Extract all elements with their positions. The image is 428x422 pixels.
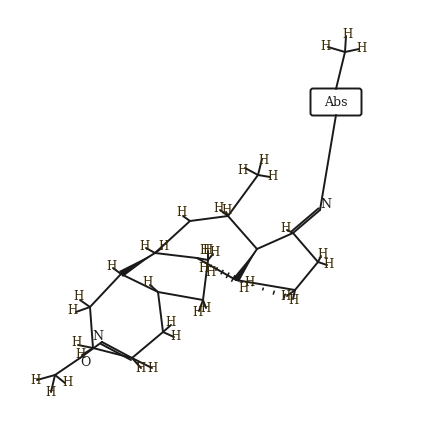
Text: Abs: Abs bbox=[324, 95, 348, 108]
Text: H: H bbox=[356, 43, 366, 56]
Text: H: H bbox=[139, 240, 149, 252]
Text: H: H bbox=[280, 222, 290, 235]
Text: H: H bbox=[267, 170, 277, 184]
Text: H: H bbox=[323, 259, 333, 271]
Text: H: H bbox=[209, 246, 219, 260]
Text: H: H bbox=[288, 293, 298, 306]
Text: H: H bbox=[170, 330, 180, 344]
Text: H: H bbox=[258, 154, 268, 168]
Text: H: H bbox=[198, 262, 208, 274]
Text: N: N bbox=[321, 198, 332, 211]
Text: O: O bbox=[80, 355, 90, 368]
Text: H: H bbox=[320, 41, 330, 54]
Text: H: H bbox=[30, 373, 40, 387]
Text: H: H bbox=[62, 376, 72, 390]
Text: H: H bbox=[342, 29, 352, 41]
Text: N: N bbox=[92, 330, 104, 343]
Polygon shape bbox=[233, 249, 257, 282]
Text: H: H bbox=[142, 276, 152, 289]
Text: H: H bbox=[317, 247, 327, 260]
Text: H: H bbox=[158, 240, 168, 252]
Text: H: H bbox=[106, 260, 116, 273]
Text: H: H bbox=[176, 206, 186, 219]
Text: H: H bbox=[73, 290, 83, 303]
Text: H: H bbox=[71, 336, 81, 349]
Text: H: H bbox=[200, 301, 210, 314]
Text: H: H bbox=[205, 265, 215, 279]
Text: H: H bbox=[202, 243, 212, 257]
Text: H: H bbox=[221, 203, 231, 216]
Text: H: H bbox=[147, 362, 157, 376]
Text: H: H bbox=[45, 387, 55, 400]
Text: H: H bbox=[199, 244, 209, 257]
Text: H: H bbox=[238, 281, 248, 295]
Text: H: H bbox=[237, 165, 247, 178]
FancyBboxPatch shape bbox=[310, 89, 362, 116]
Text: H: H bbox=[280, 289, 290, 303]
Text: H: H bbox=[244, 276, 254, 289]
Text: H: H bbox=[192, 306, 202, 319]
Polygon shape bbox=[119, 253, 155, 277]
Text: H: H bbox=[67, 303, 77, 316]
Text: H: H bbox=[135, 362, 145, 376]
Text: H: H bbox=[165, 316, 175, 330]
Text: H: H bbox=[213, 201, 223, 214]
Text: H: H bbox=[75, 349, 85, 362]
